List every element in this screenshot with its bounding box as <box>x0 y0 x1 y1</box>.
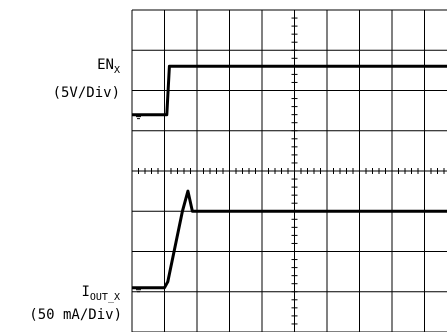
scope-grid <box>131 9 447 332</box>
iout-name-main: I <box>81 284 90 300</box>
scope-traces <box>132 64 447 290</box>
en-channel-label: ENX <box>60 57 120 76</box>
en-name-sub: X <box>113 65 120 76</box>
iout-channel-label: IOUT_X <box>30 284 120 303</box>
iout-scale-label: (50 mA/Div) <box>29 307 122 323</box>
en-scale-label: (5V/Div) <box>52 85 120 101</box>
en-ground-marker <box>135 114 143 120</box>
iout-ground-marker <box>135 287 143 293</box>
en-trace <box>132 64 447 117</box>
iout-trace <box>132 189 447 290</box>
en-name-main: EN <box>97 57 114 73</box>
iout-name-sub: OUT_X <box>89 292 120 303</box>
ground-markers <box>135 114 143 293</box>
scope-center-ticks <box>131 9 445 325</box>
